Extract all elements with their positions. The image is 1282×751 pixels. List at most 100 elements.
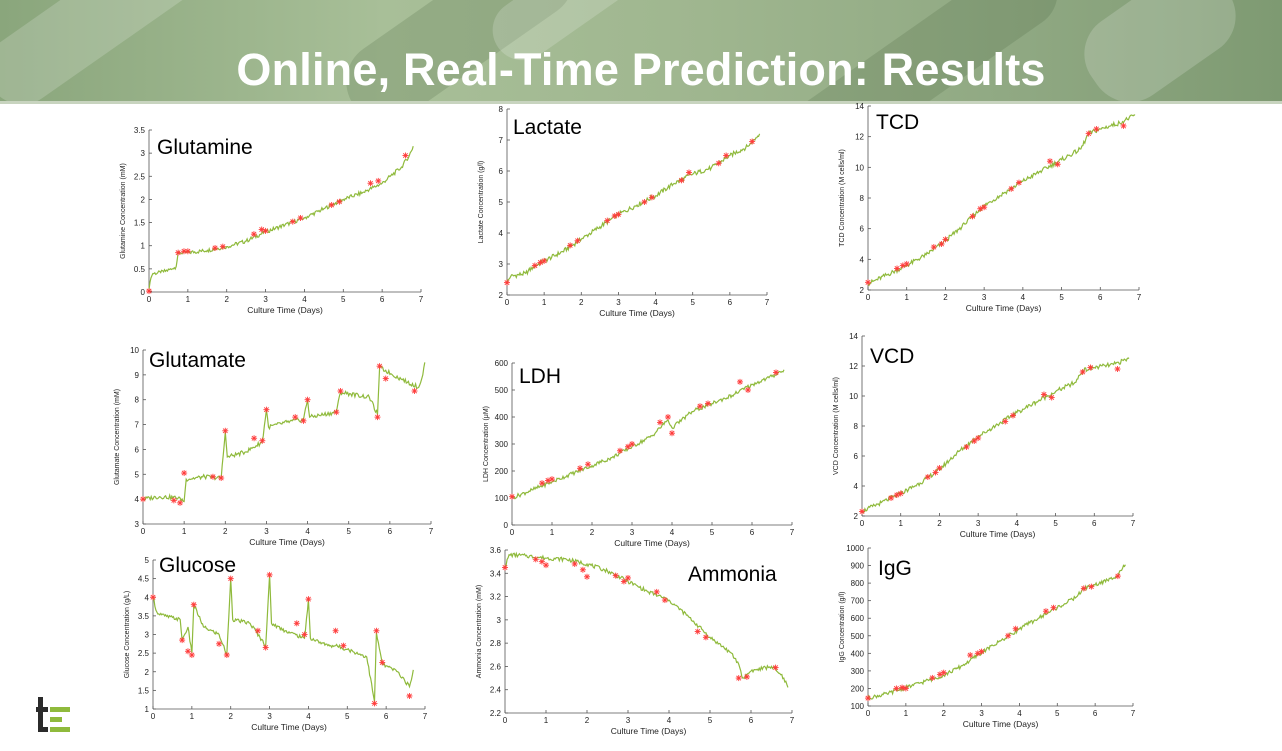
x-tick-label: 4 <box>1017 709 1022 718</box>
y-tick-label: 3 <box>135 520 140 529</box>
measured-point <box>177 499 184 506</box>
x-tick-label: 7 <box>1131 519 1136 528</box>
prediction-line <box>142 362 426 503</box>
measured-point <box>1080 585 1087 592</box>
x-tick-label: 5 <box>1055 709 1060 718</box>
x-axis-label: Culture Time (Days) <box>599 308 675 318</box>
measured-point <box>184 648 191 655</box>
x-tick-label: 7 <box>429 527 434 536</box>
y-tick-label: 800 <box>851 579 865 588</box>
x-tick-label: 3 <box>976 519 981 528</box>
x-tick-label: 6 <box>749 716 754 725</box>
x-tick-label: 0 <box>510 528 515 537</box>
x-tick-label: 4 <box>667 716 672 725</box>
x-tick-label: 3 <box>979 709 984 718</box>
measured-point <box>373 627 380 634</box>
measured-point <box>184 248 191 255</box>
y-tick-label: 1 <box>145 705 150 714</box>
y-tick-label: 3 <box>145 631 150 640</box>
measured-point <box>1087 364 1094 371</box>
y-tick-label: 700 <box>851 597 865 606</box>
measured-point <box>502 564 508 571</box>
measured-point <box>888 495 895 501</box>
x-tick-label: 1 <box>186 295 191 304</box>
x-tick-label: 4 <box>306 712 311 721</box>
x-tick-label: 0 <box>151 712 156 721</box>
x-tick-label: 7 <box>790 716 795 725</box>
x-tick-label: 3 <box>982 293 987 302</box>
measured-point <box>223 651 230 658</box>
measured-point <box>301 631 308 638</box>
y-tick-label: 5 <box>145 556 150 565</box>
measured-point <box>705 400 711 407</box>
measured-point <box>262 644 269 651</box>
measured-point <box>697 403 703 410</box>
x-tick-label: 4 <box>670 528 675 537</box>
measured-point <box>967 652 974 659</box>
measured-point <box>1114 573 1121 580</box>
measured-point <box>1114 366 1121 372</box>
measured-point <box>292 414 299 421</box>
x-tick-label: 4 <box>653 298 658 307</box>
measured-point <box>612 572 619 579</box>
y-tick-label: 9 <box>135 371 140 380</box>
x-tick-label: 5 <box>1059 293 1064 302</box>
measured-point <box>749 138 756 145</box>
y-axis-label: Glutamine Concentration (mM) <box>120 163 127 259</box>
measured-point <box>930 244 937 251</box>
measured-point <box>678 177 685 184</box>
y-tick-label: 400 <box>851 649 865 658</box>
measured-point <box>179 637 186 644</box>
y-tick-label: 4 <box>854 482 859 491</box>
measured-point <box>938 241 945 247</box>
measured-point <box>894 265 901 272</box>
x-tick-label: 4 <box>302 295 307 304</box>
measured-point <box>1088 583 1095 590</box>
measured-point <box>617 447 623 454</box>
measured-point <box>1054 161 1061 168</box>
measured-point <box>1008 185 1015 192</box>
measured-point <box>625 443 631 450</box>
x-tick-label: 3 <box>616 298 621 307</box>
measured-point <box>190 601 197 608</box>
measured-point <box>371 700 378 707</box>
y-tick-label: 300 <box>495 440 509 449</box>
measured-point <box>175 249 182 256</box>
y-tick-label: 100 <box>495 494 509 503</box>
measured-point <box>629 441 635 447</box>
panel-label: LDH <box>519 365 561 388</box>
measured-point <box>648 194 655 201</box>
measured-point <box>665 414 671 420</box>
x-tick-label: 3 <box>263 295 268 304</box>
banner-rule <box>0 101 1282 104</box>
measured-point <box>694 628 701 635</box>
x-tick-label: 1 <box>898 519 903 528</box>
y-axis-label: LDH Concentration (μM) <box>483 406 490 482</box>
measured-point <box>574 237 581 244</box>
prediction-line <box>152 574 414 702</box>
measured-point <box>585 461 591 468</box>
measured-point <box>212 245 219 252</box>
measured-point <box>971 438 978 444</box>
x-axis-label: Culture Time (Days) <box>251 722 327 732</box>
y-tick-label: 14 <box>855 102 864 111</box>
y-tick-label: 8 <box>860 194 865 203</box>
measured-point <box>218 475 225 482</box>
measured-point <box>263 406 270 413</box>
prediction-line <box>861 357 1130 514</box>
x-tick-label: 0 <box>860 519 865 528</box>
y-tick-label: 2.2 <box>490 709 502 718</box>
x-tick-label: 0 <box>503 716 508 725</box>
x-tick-label: 2 <box>943 293 948 302</box>
x-tick-label: 7 <box>1137 293 1142 302</box>
measured-point <box>1050 604 1057 611</box>
measured-point <box>367 180 374 187</box>
y-tick-label: 10 <box>855 163 864 172</box>
measured-point <box>903 260 910 267</box>
y-tick-label: 8 <box>135 396 140 405</box>
x-tick-label: 2 <box>579 298 584 307</box>
measured-point <box>978 648 985 655</box>
x-tick-label: 6 <box>380 295 385 304</box>
